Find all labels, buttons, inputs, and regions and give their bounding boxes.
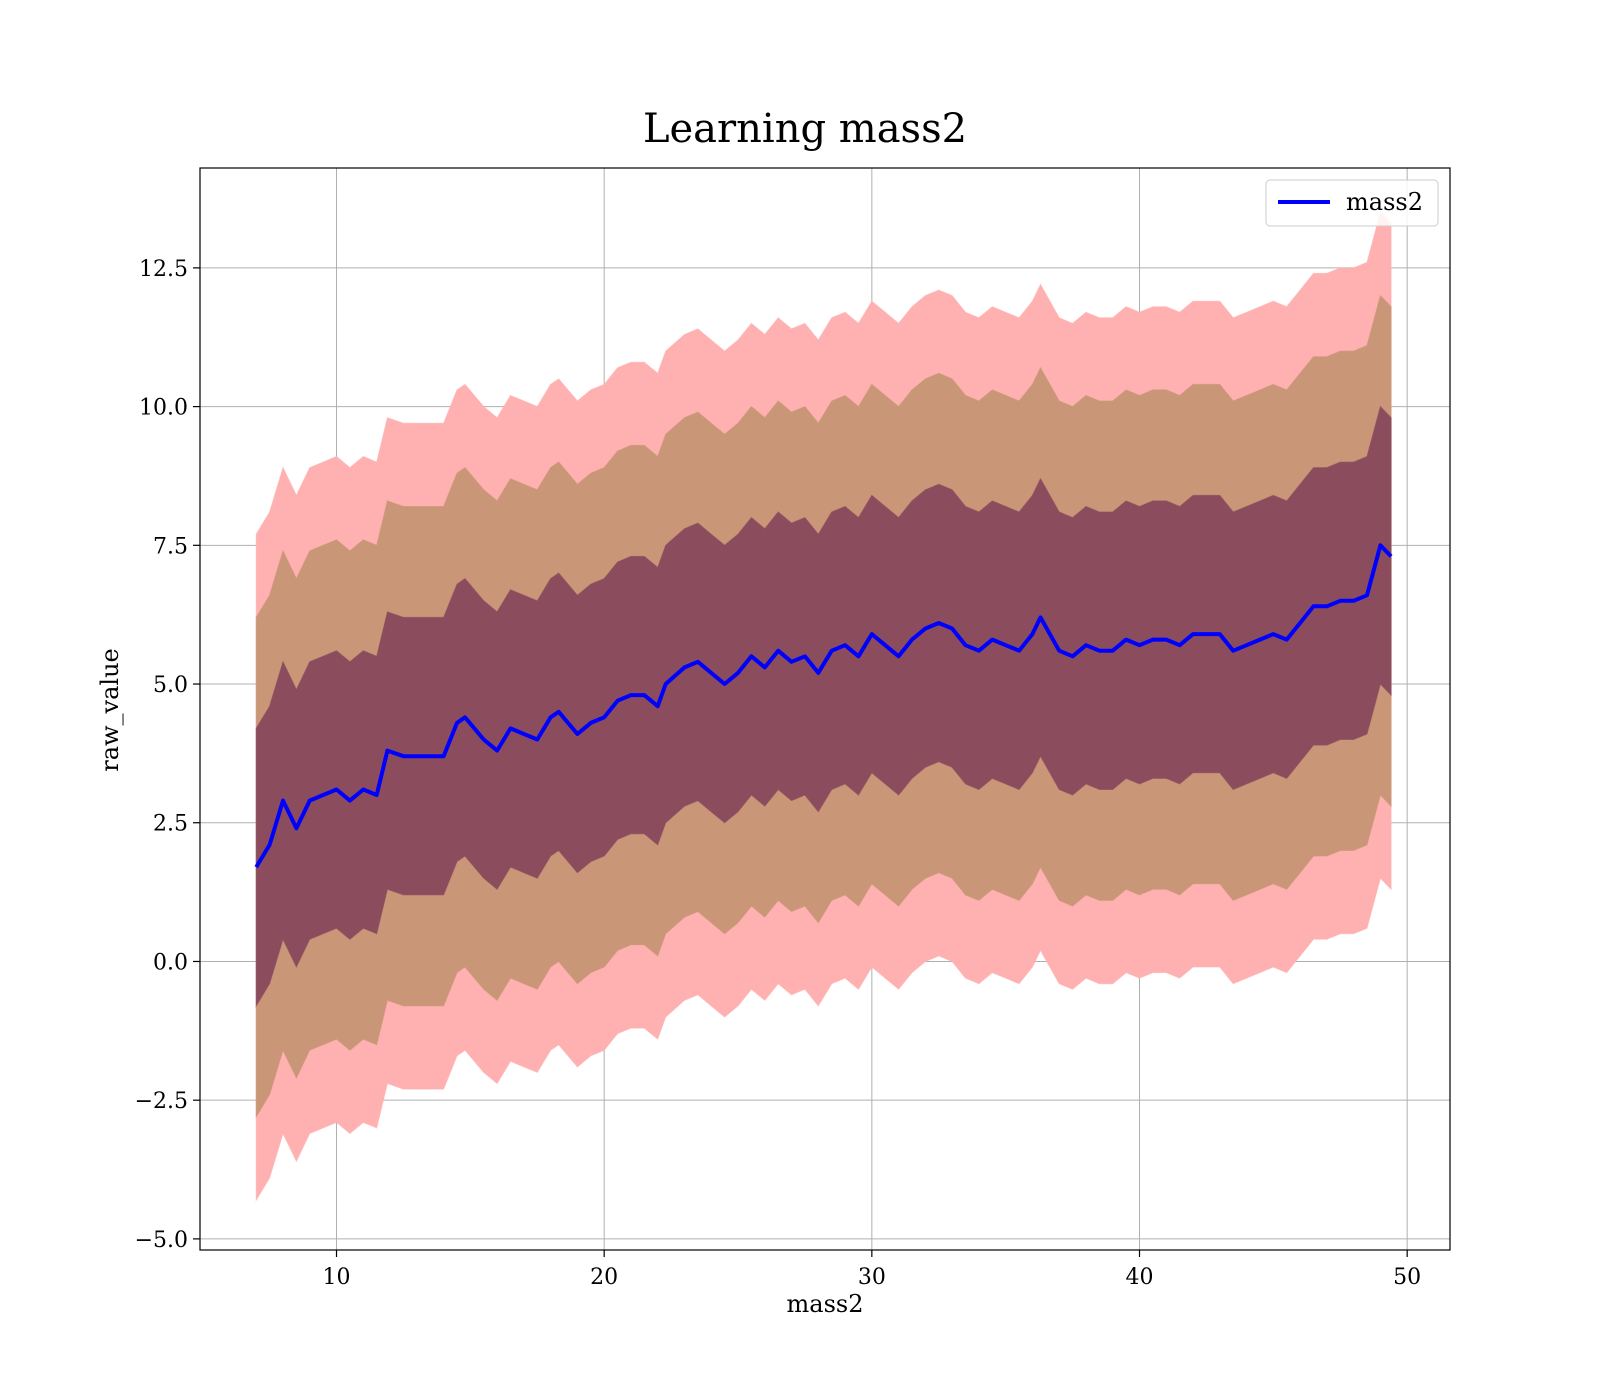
x-tick-label: 40 xyxy=(1126,1265,1154,1290)
plot-frame xyxy=(199,167,1451,1251)
y-tick-label: 10.0 xyxy=(139,396,188,421)
y-ticks: −5.0 −2.5 0.0 2.5 5.0 7.5 10.0 12.5 xyxy=(135,257,200,1253)
legend-box xyxy=(1265,179,1439,227)
legend: mass2 xyxy=(1265,179,1439,227)
y-tick-label: 12.5 xyxy=(139,257,188,282)
y-tick-label: −2.5 xyxy=(135,1089,188,1114)
confidence-band xyxy=(255,405,1392,1008)
confidence-bands xyxy=(255,211,1392,1202)
x-tick-label: 20 xyxy=(590,1265,618,1290)
legend-label: mass2 xyxy=(1346,188,1423,216)
y-tick-label: 2.5 xyxy=(153,812,188,837)
x-tick-label: 30 xyxy=(858,1265,886,1290)
mean-line-layer xyxy=(254,543,1393,869)
y-axis-label: raw_value xyxy=(96,648,124,772)
x-tick-label: 50 xyxy=(1393,1265,1421,1290)
y-tick-label: 5.0 xyxy=(153,673,188,698)
y-tick-label: 0.0 xyxy=(153,950,188,975)
x-ticks: 10 20 30 40 50 xyxy=(323,1250,1421,1290)
chart-title: Learning mass2 xyxy=(643,106,967,152)
y-tick-label: −5.0 xyxy=(135,1228,188,1253)
x-axis-label: mass2 xyxy=(787,1290,864,1318)
series-line-mass2 xyxy=(254,543,1393,869)
x-tick-label: 10 xyxy=(323,1265,351,1290)
y-tick-label: 7.5 xyxy=(153,534,188,559)
